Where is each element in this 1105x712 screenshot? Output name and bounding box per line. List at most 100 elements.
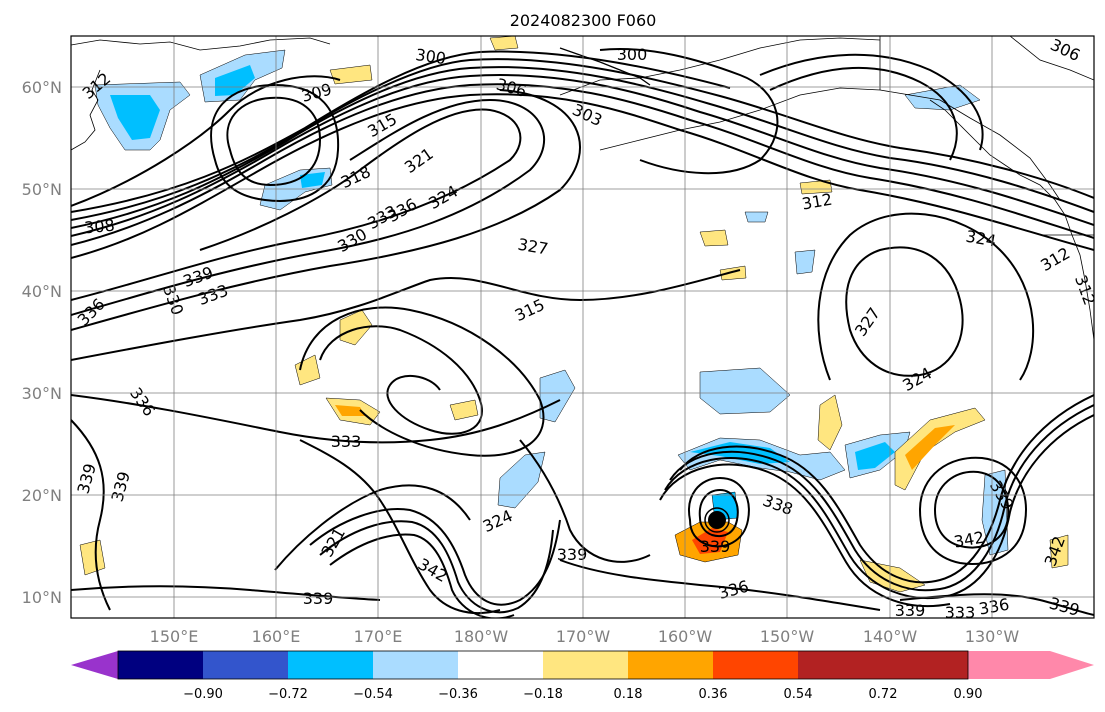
- storm-center-marker: [708, 511, 726, 529]
- contour-label: 300: [617, 45, 648, 64]
- negative-region: [497, 451, 546, 509]
- lon-label: 170°W: [556, 627, 611, 646]
- contour-line: [299, 306, 545, 457]
- contour-line: [759, 53, 984, 151]
- colorbar-bin: [118, 651, 203, 679]
- contour-line: [299, 439, 501, 614]
- contour-line: [769, 66, 958, 161]
- negative-region: [539, 369, 576, 423]
- lat-label: 30°N: [22, 384, 62, 403]
- contour-line: [309, 508, 561, 606]
- contour-line: [319, 325, 483, 435]
- colorbar-bin: [713, 651, 798, 679]
- coastline: [1009, 36, 1094, 81]
- contour-line: [817, 212, 1035, 381]
- contour-line: [210, 83, 340, 202]
- coastlines: [71, 36, 1094, 341]
- negative-region: [699, 367, 791, 415]
- negative-core: [855, 442, 895, 470]
- contour-line: [329, 533, 515, 618]
- contour-line: [559, 47, 651, 86]
- contour-line: [845, 246, 964, 377]
- map-background: [71, 36, 1094, 618]
- map-panel: 300 300 306 306 312 309 303 315 318 321 …: [70, 35, 1095, 622]
- lat-label: 50°N: [22, 180, 62, 199]
- contour-line: [519, 439, 651, 563]
- contour-line: [71, 269, 741, 361]
- colorbar-tick-label: 0.54: [784, 687, 813, 702]
- lat-label: 40°N: [22, 282, 62, 301]
- negative-core: [215, 65, 255, 96]
- contour-line: [71, 93, 1094, 259]
- positive-region: [329, 64, 373, 85]
- coastline: [929, 99, 1094, 341]
- figure-title: 2024082300 F060: [510, 11, 657, 30]
- negative-core: [300, 172, 325, 188]
- lon-label: 130°W: [965, 627, 1020, 646]
- colorbar-extend-high: [968, 651, 1094, 679]
- colorbar-tick-label: −0.90: [183, 687, 223, 702]
- storm-center-ring: [704, 507, 730, 533]
- lat-label: 60°N: [22, 78, 62, 97]
- latitude-labels: 60°N 50°N 40°N 30°N 20°N 10°N: [22, 78, 62, 607]
- colorbar-bin: [373, 651, 458, 679]
- positive-region: [489, 36, 519, 51]
- lon-label: 150°W: [760, 627, 815, 646]
- contour-line: [71, 75, 341, 207]
- contour-label: 300: [414, 45, 447, 68]
- contour-line: [226, 96, 322, 187]
- contour-label: 336: [977, 595, 1010, 619]
- contour-label: 339: [557, 545, 588, 564]
- contour-line: [71, 83, 1094, 246]
- contour-line: [698, 488, 739, 538]
- positive-region: [1049, 534, 1069, 569]
- contour-label: 339: [303, 589, 334, 608]
- contour-line: [688, 476, 750, 548]
- lon-label: 140°W: [863, 627, 918, 646]
- positive-region: [449, 399, 479, 421]
- contour-line: [933, 470, 1010, 549]
- colorbar-bin: [883, 651, 968, 679]
- coastline: [71, 69, 101, 151]
- lon-label: 160°W: [658, 627, 713, 646]
- colorbar-extend-low: [71, 651, 118, 679]
- colorbar-tick-label: 0.90: [954, 687, 983, 702]
- longitude-labels: 150°E 160°E 170°E 180°W 170°W 160°W 150°…: [150, 627, 1020, 646]
- positive-core: [905, 425, 955, 470]
- contour-label: 339: [700, 537, 731, 556]
- contour-line: [659, 463, 951, 608]
- contour-line: [71, 89, 581, 331]
- negative-region: [744, 211, 769, 223]
- lat-label: 20°N: [22, 486, 62, 505]
- lon-label: 150°E: [150, 627, 199, 646]
- colorbar-tick-label: −0.72: [268, 687, 308, 702]
- colorbar-bin: [203, 651, 288, 679]
- colorbar-tick-label: −0.18: [523, 687, 563, 702]
- contour-line: [71, 66, 1094, 229]
- positive-core: [335, 405, 365, 416]
- contour-label: 333: [945, 603, 976, 622]
- contour-label: 339: [895, 601, 926, 620]
- colorbar-tick-label: 0.36: [699, 687, 728, 702]
- contour-line: [679, 394, 1094, 584]
- positive-region: [79, 539, 106, 576]
- colorbar-bin: [288, 651, 373, 679]
- negative-region: [794, 249, 816, 275]
- colorbar-bin: [628, 651, 713, 679]
- colorbar-bin: [458, 651, 543, 679]
- contour-line: [918, 456, 1027, 565]
- lat-label: 10°N: [22, 588, 62, 607]
- contour-line: [71, 394, 561, 444]
- contour-line: [71, 585, 381, 601]
- coastline: [71, 37, 331, 51]
- contour-line: [274, 484, 471, 571]
- contour-line: [664, 414, 1094, 600]
- colorbar-tick-label: −0.54: [353, 687, 393, 702]
- colorbar-tick-label: 0.18: [614, 687, 643, 702]
- colorbar: −0.90 −0.72 −0.54 −0.36 −0.18 0.18 0.36 …: [71, 650, 1094, 702]
- contour-line: [71, 108, 522, 301]
- positive-region: [699, 229, 729, 247]
- colorbar-bin: [543, 651, 628, 679]
- contour-line: [599, 48, 779, 175]
